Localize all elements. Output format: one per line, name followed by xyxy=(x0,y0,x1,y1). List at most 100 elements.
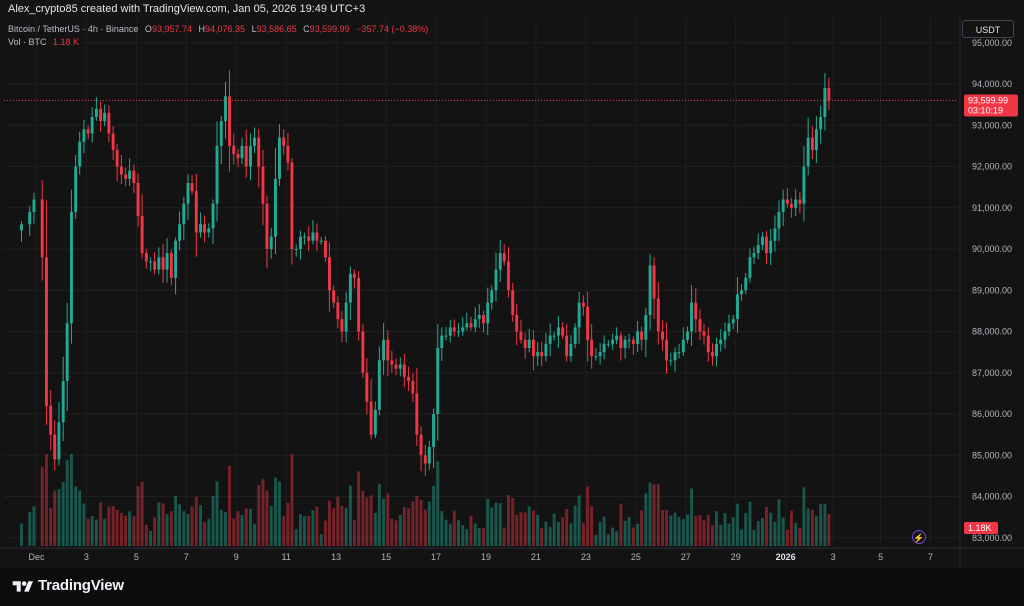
candle-body xyxy=(711,352,714,357)
candle-body xyxy=(219,121,223,146)
volume-bar xyxy=(86,518,90,546)
time-tick-label: 7 xyxy=(928,552,933,562)
time-tick-label: 11 xyxy=(282,552,291,562)
volume-bar xyxy=(731,517,735,546)
volume-bar xyxy=(377,484,381,546)
candle-body xyxy=(623,339,627,348)
volume-bar xyxy=(740,529,743,546)
volume-bar xyxy=(74,486,78,546)
volume-bar xyxy=(723,513,727,546)
ohlc-legend: Bitcoin / TetherUS · 4h · Binance O93,95… xyxy=(8,24,428,34)
candle-body xyxy=(681,339,685,353)
volume-bar xyxy=(581,523,585,546)
volume-bar xyxy=(257,485,261,546)
candle-body xyxy=(323,240,327,258)
volume-bar xyxy=(61,481,65,546)
candle-body xyxy=(656,298,660,332)
chart-area[interactable]: 95,000.00 94,000.00 93,000.00 92,000.00 91,0… xyxy=(0,18,1024,568)
candle-body xyxy=(644,315,648,340)
volume-bar xyxy=(498,503,502,546)
lightning-icon[interactable]: ⚡ xyxy=(912,530,926,544)
candle-body xyxy=(411,381,415,394)
countdown-label: 03:10:19 xyxy=(968,106,1003,116)
candle-body xyxy=(274,178,277,237)
candle-body xyxy=(619,335,623,348)
legend-close-key: C xyxy=(303,24,310,34)
volume-bar xyxy=(253,523,256,546)
volume-bar xyxy=(511,498,515,546)
volume-bar xyxy=(432,485,436,546)
candle-body xyxy=(382,339,386,361)
candle-body xyxy=(606,343,610,345)
volume-bar xyxy=(419,499,423,546)
price-tick-label: 92,000.00 xyxy=(972,162,1012,172)
volume-bar xyxy=(199,505,203,546)
volume-bar xyxy=(319,534,323,546)
volume-bar xyxy=(681,519,685,546)
volume-bar xyxy=(527,506,531,546)
time-tick-label: 5 xyxy=(134,552,139,562)
legend-close: 93,599.99 xyxy=(309,24,350,34)
volume-bar xyxy=(352,520,356,546)
creator-caption: Alex_crypto85 created with TradingView.c… xyxy=(8,3,366,15)
candle-body xyxy=(631,339,635,344)
tradingview-logo-icon[interactable] xyxy=(10,579,36,595)
volume-bar xyxy=(690,488,693,546)
candle-body xyxy=(561,327,565,336)
volume-bar xyxy=(369,495,373,546)
volume-bar xyxy=(706,514,710,546)
candle-body xyxy=(523,339,527,348)
volume-bar xyxy=(265,490,269,546)
volume-bar xyxy=(382,498,386,546)
volume-bar xyxy=(490,507,494,546)
candle-body xyxy=(124,174,128,179)
candle-body xyxy=(802,166,806,204)
candle-body xyxy=(719,339,723,344)
candle-body xyxy=(365,372,369,402)
volume-bar xyxy=(764,506,768,546)
candle-body xyxy=(203,224,206,233)
time-tick-label: 25 xyxy=(631,552,641,562)
candle-body xyxy=(90,117,94,134)
volume-bar xyxy=(394,520,398,546)
volume-bar xyxy=(785,529,789,546)
volume-bar xyxy=(228,465,231,546)
volume-bar xyxy=(244,508,248,546)
candle-body xyxy=(361,331,365,373)
price-chart-svg[interactable]: 95,000.00 94,000.00 93,000.00 92,000.00 91,0… xyxy=(0,18,1024,568)
candle-body xyxy=(236,154,240,159)
candle-body xyxy=(53,434,57,460)
volume-bar xyxy=(611,527,615,546)
volume-bar xyxy=(806,508,810,546)
candle-body xyxy=(307,236,311,241)
time-tick-label: 3 xyxy=(831,552,836,562)
volume-bar xyxy=(49,507,53,546)
volume-bar xyxy=(28,511,32,546)
candle-body xyxy=(823,88,827,117)
time-tick-label: 7 xyxy=(184,552,189,562)
candle-body xyxy=(531,339,535,357)
volume-bar xyxy=(103,518,107,546)
volume-bar xyxy=(232,518,236,546)
volume-bar xyxy=(565,509,569,546)
candle-body xyxy=(119,166,123,175)
legend-pair: Bitcoin / TetherUS · 4h · Binance xyxy=(8,24,139,34)
candle-body xyxy=(240,145,244,159)
volume-bar xyxy=(544,521,548,546)
volume-bar xyxy=(365,497,369,546)
volume-bar xyxy=(486,498,490,546)
candle-body xyxy=(590,339,594,357)
volume-bar xyxy=(236,511,240,546)
volume-bar xyxy=(340,505,344,546)
volume-bar xyxy=(694,515,698,546)
volume-bar xyxy=(249,508,252,546)
volume-bar xyxy=(348,485,352,546)
candle-body xyxy=(169,253,173,278)
candle-body xyxy=(344,302,348,332)
volume-bar xyxy=(44,454,48,546)
candle-body xyxy=(744,277,748,291)
price-tick-label: 87,000.00 xyxy=(972,368,1012,378)
volume-bar xyxy=(702,519,706,546)
volume-bar xyxy=(402,507,406,546)
currency-button[interactable]: USDT xyxy=(962,20,1014,38)
